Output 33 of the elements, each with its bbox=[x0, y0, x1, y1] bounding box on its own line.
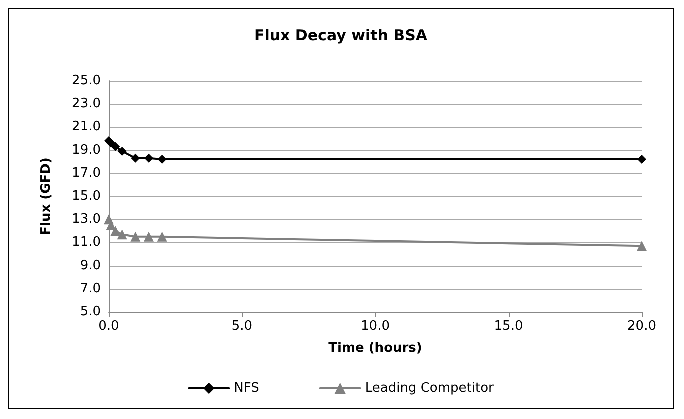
chart-title: Flux Decay with BSA bbox=[254, 26, 428, 44]
x-tick-label: 15.0 bbox=[494, 319, 524, 334]
y-tick-label: 15.0 bbox=[72, 189, 101, 204]
x-tick-label: 10.0 bbox=[361, 319, 390, 334]
point bbox=[110, 226, 121, 236]
point bbox=[158, 155, 167, 164]
legend-label: NFS bbox=[234, 381, 260, 396]
point bbox=[637, 241, 647, 252]
y-tick-label: 13.0 bbox=[72, 212, 101, 228]
x-axis-title: Time (hours) bbox=[328, 341, 422, 356]
x-tick-label: 5.0 bbox=[232, 319, 253, 334]
y-tick-label: 23.0 bbox=[72, 96, 101, 112]
point bbox=[144, 232, 154, 242]
y-tick-label: 9.0 bbox=[80, 258, 101, 274]
point bbox=[118, 146, 127, 156]
y-tick-label: 19.0 bbox=[72, 142, 101, 158]
point bbox=[144, 154, 154, 163]
x-tick-label: 0.0 bbox=[98, 319, 120, 334]
point bbox=[131, 154, 140, 163]
point bbox=[111, 142, 120, 152]
point bbox=[130, 232, 141, 242]
y-tick-label: 25.0 bbox=[72, 74, 101, 88]
y-tick-label: 5.0 bbox=[80, 304, 101, 320]
point bbox=[157, 232, 168, 242]
point bbox=[638, 155, 646, 164]
point bbox=[117, 230, 128, 240]
y-axis-title: Flux (GFD) bbox=[39, 158, 54, 236]
y-tick-label: 21.0 bbox=[72, 120, 101, 135]
x-tick-label: 20.0 bbox=[628, 319, 656, 334]
y-tick-label: 11.0 bbox=[72, 235, 101, 250]
legend-label: Leading Competitor bbox=[365, 381, 495, 396]
y-tick-label: 17.0 bbox=[72, 166, 101, 181]
y-tick-label: 7.0 bbox=[80, 281, 101, 296]
